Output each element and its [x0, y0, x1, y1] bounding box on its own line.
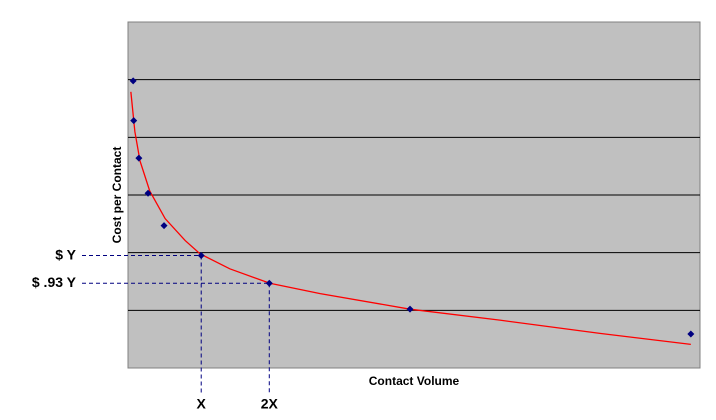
trend-line: [130, 91, 691, 346]
x-axis-label: Contact Volume: [369, 374, 460, 388]
x-annotation: X: [197, 396, 207, 412]
data-point: [129, 77, 137, 85]
data-point: [160, 222, 168, 230]
y-axis-label: Cost per Contact: [110, 147, 124, 244]
data-point: [406, 305, 414, 313]
y-annotation: $ .93 Y: [32, 274, 77, 290]
data-point: [144, 189, 152, 197]
x-annotation: 2X: [261, 396, 279, 412]
data-point: [130, 117, 138, 125]
data-point: [687, 330, 695, 338]
y-annotation: $ Y: [55, 246, 76, 262]
data-point: [135, 154, 143, 162]
